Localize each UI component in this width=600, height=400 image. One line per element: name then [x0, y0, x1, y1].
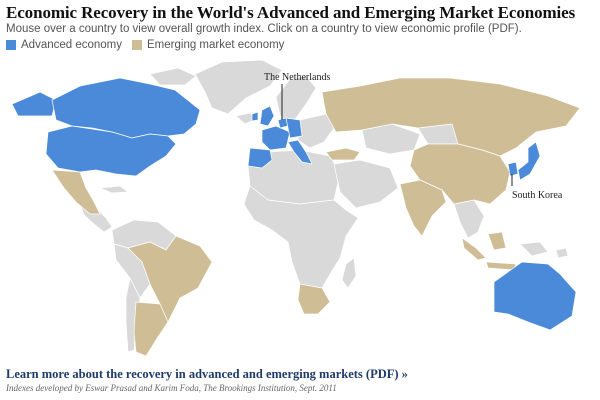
page-subtitle: Mouse over a country to view overall gro… — [6, 23, 522, 35]
recovery-pdf-link[interactable]: Learn more about the recovery in advance… — [6, 367, 408, 381]
country-turkey[interactable] — [325, 147, 361, 161]
legend-swatch-advanced — [6, 40, 16, 50]
source-credit: Indexes developed by Eswar Prasad and Ka… — [6, 383, 337, 393]
country-indonesia-borneo[interactable] — [487, 231, 507, 251]
country-mexico[interactable] — [51, 169, 101, 215]
country-italy[interactable] — [287, 139, 313, 165]
country-sub-saharan-africa[interactable] — [243, 185, 359, 289]
country-pacific-islands[interactable] — [555, 247, 569, 259]
country-indonesia-java[interactable] — [485, 261, 517, 271]
world-map[interactable]: The Netherlands South Korea — [0, 52, 600, 364]
country-caribbean[interactable] — [99, 185, 129, 194]
legend-label-emerging: Emerging market economy — [147, 39, 285, 51]
country-madagascar[interactable] — [341, 257, 357, 289]
country-united-kingdom[interactable] — [259, 105, 275, 127]
country-arctic-islands[interactable] — [149, 67, 197, 86]
country-united-states[interactable] — [45, 125, 177, 177]
country-ireland[interactable] — [251, 111, 259, 122]
country-argentina[interactable] — [133, 301, 169, 357]
country-southeast-asia[interactable] — [453, 199, 485, 239]
country-australia[interactable] — [493, 261, 577, 331]
legend-item-emerging[interactable]: Emerging market economy — [132, 39, 284, 51]
country-france[interactable] — [261, 125, 291, 151]
country-south-korea[interactable] — [507, 161, 519, 177]
country-russia[interactable] — [321, 77, 581, 157]
country-spain[interactable] — [247, 147, 273, 169]
legend-item-advanced[interactable]: Advanced economy — [6, 39, 122, 51]
legend-label-advanced: Advanced economy — [21, 39, 123, 51]
callout-label-netherlands: The Netherlands — [264, 72, 330, 83]
callout-label-south-korea: South Korea — [512, 190, 563, 201]
country-japan[interactable] — [517, 141, 541, 181]
country-indonesia-sumatra[interactable] — [461, 237, 487, 261]
country-papua-new-guinea[interactable] — [519, 241, 549, 257]
country-brazil[interactable] — [127, 235, 213, 323]
country-canada[interactable] — [51, 77, 201, 139]
country-germany[interactable] — [285, 117, 303, 139]
country-south-africa[interactable] — [297, 283, 331, 315]
country-india[interactable] — [399, 179, 447, 237]
legend-swatch-emerging — [132, 40, 143, 50]
callout-south-korea: South Korea — [511, 174, 563, 201]
country-greenland[interactable] — [194, 59, 283, 115]
page-title: Economic Recovery in the World's Advance… — [6, 3, 576, 22]
callout-netherlands: The Netherlands — [264, 72, 330, 120]
country-alaska[interactable] — [11, 91, 57, 117]
country-middle-east[interactable] — [333, 159, 399, 209]
map-legend: Advanced economy Emerging market economy — [6, 39, 294, 51]
